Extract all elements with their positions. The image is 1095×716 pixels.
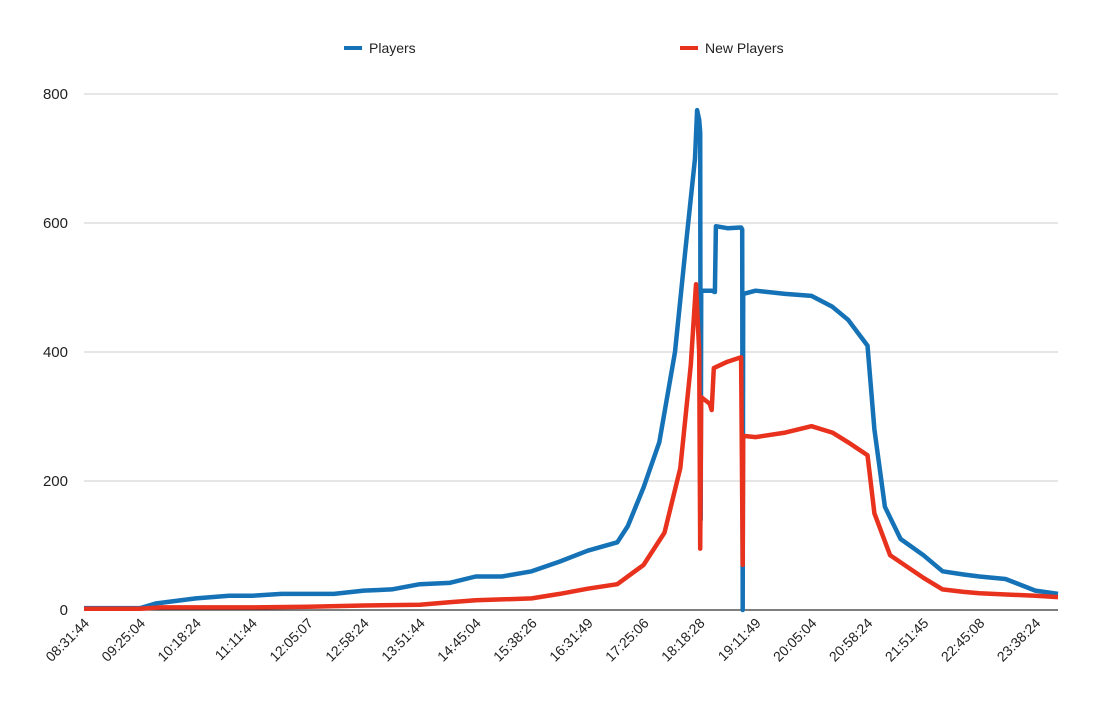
x-tick-label: 14:45:04 <box>434 615 484 665</box>
grid-lines <box>84 93 1058 482</box>
x-tick-label: 18:18:28 <box>658 615 708 665</box>
x-tick-label: 15:38:26 <box>490 615 540 665</box>
y-tick-label: 600 <box>43 215 68 232</box>
series-line-players <box>84 107 1059 613</box>
x-tick-label: 22:45:08 <box>938 615 988 665</box>
x-tick-label: 13:51:44 <box>378 615 428 665</box>
x-tick-label: 10:18:24 <box>154 615 204 665</box>
y-tick-label: 0 <box>60 602 68 619</box>
legend-label: Players <box>369 40 416 56</box>
x-tick-label: 11:11:44 <box>212 615 261 664</box>
y-tick-label: 800 <box>43 86 68 103</box>
x-tick-label: 12:05:07 <box>266 615 316 665</box>
x-tick-label: 20:58:24 <box>826 615 876 665</box>
y-axis-ticks: 0 200 400 600 800 <box>43 86 68 619</box>
legend: Players New Players <box>344 40 784 56</box>
series-line-new-players <box>84 282 1059 611</box>
y-tick-label: 400 <box>43 344 68 361</box>
y-tick-label: 200 <box>43 473 68 490</box>
x-tick-label: 08:31:44 <box>42 615 92 665</box>
legend-label: New Players <box>705 40 784 56</box>
x-tick-label: 21:51:45 <box>882 615 932 665</box>
series-group <box>84 107 1059 613</box>
x-tick-label: 19:11:49 <box>715 615 764 664</box>
x-tick-label: 23:38:24 <box>994 615 1044 665</box>
x-tick-label: 12:58:24 <box>322 615 372 665</box>
x-tick-label: 09:25:04 <box>98 615 148 665</box>
x-axis-ticks: 08:31:44 09:25:04 10:18:24 11:11:44 12:05:07… <box>42 615 1043 665</box>
x-tick-label: 20:05:04 <box>770 615 820 665</box>
x-tick-label: 17:25:06 <box>602 615 652 665</box>
x-tick-label: 16:31:49 <box>546 615 596 665</box>
